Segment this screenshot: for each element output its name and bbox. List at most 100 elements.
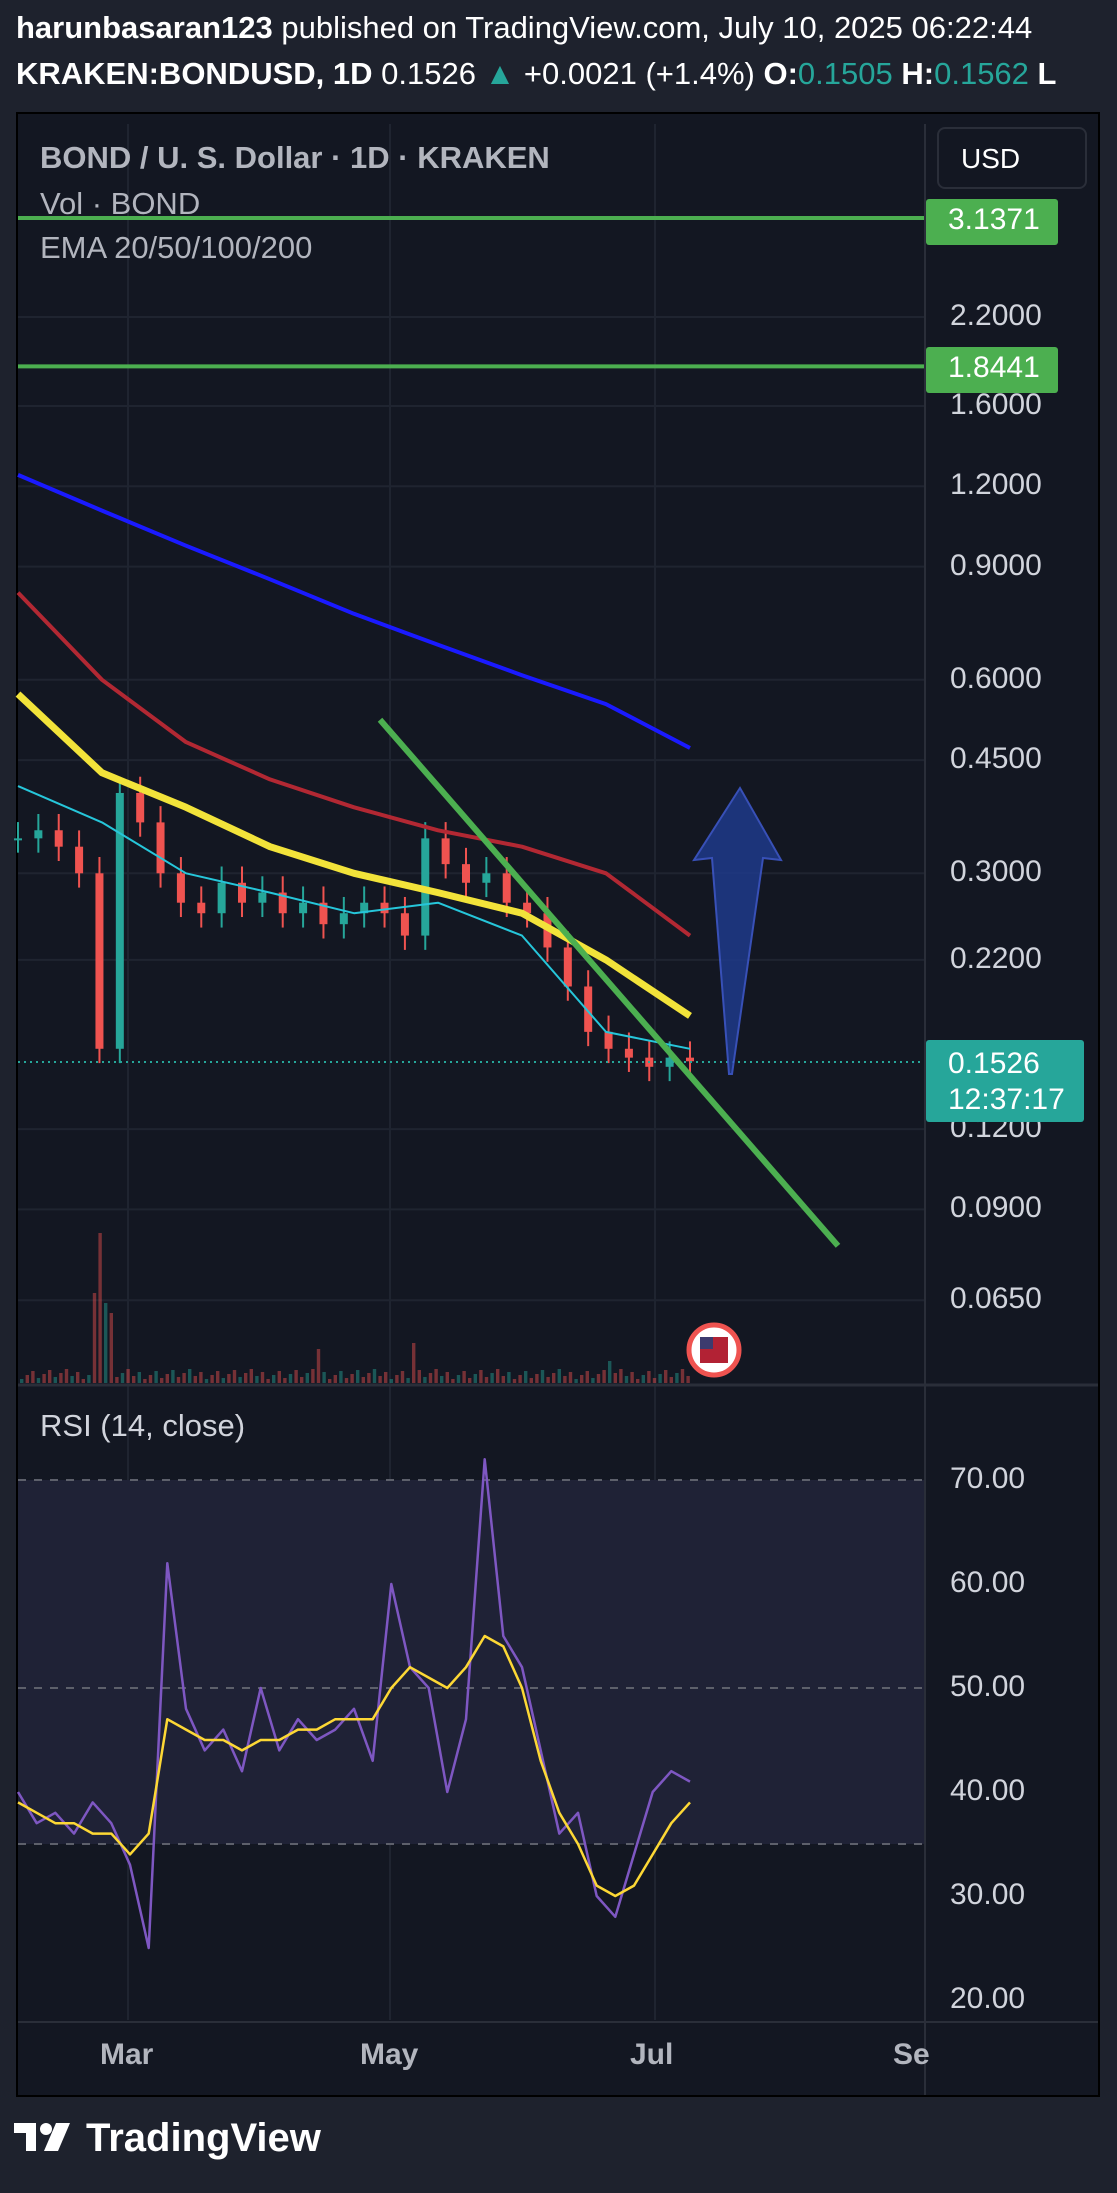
volume-bar-2 [31, 1371, 35, 1383]
candle-body-6 [136, 792, 145, 823]
volume-bar-74 [434, 1369, 438, 1383]
volume-bar-102 [591, 1378, 595, 1383]
candle-body-1 [34, 830, 43, 839]
volume-bar-64 [378, 1376, 382, 1383]
volume-bar-36 [221, 1378, 225, 1383]
volume-bar-38 [232, 1370, 237, 1383]
volume-bar-115 [664, 1370, 668, 1383]
price-tick-10: 0.0650 [950, 1282, 1042, 1316]
volume-bar-7 [59, 1373, 63, 1383]
volume-bar-83 [484, 1377, 489, 1383]
volume-bar-31 [193, 1376, 197, 1383]
time-tick-2: Jul [630, 2038, 674, 2071]
ema100-line [16, 591, 692, 938]
up-arrow-icon [692, 786, 783, 1075]
volume-bar-17 [115, 1377, 119, 1383]
volume-bar-90 [524, 1371, 528, 1383]
candle-body-7 [156, 822, 165, 874]
volume-bar-4 [42, 1374, 46, 1383]
volume-bar-89 [518, 1375, 522, 1383]
volume-bar-71 [417, 1370, 421, 1383]
volume-bar-28 [176, 1377, 181, 1383]
volume-bar-95 [552, 1373, 556, 1383]
price-tick-1: 1.6000 [950, 387, 1042, 421]
volume-bar-103 [596, 1374, 601, 1383]
volume-bar-58 [344, 1378, 349, 1383]
candle-body-28 [584, 986, 593, 1032]
candle-body-17 [360, 902, 369, 914]
volume-bar-16 [109, 1313, 113, 1383]
open-label: O: [763, 56, 798, 91]
tradingview-logo[interactable]: TradingView [14, 2116, 321, 2163]
downtrend-line [377, 717, 841, 1248]
volume-bar-40 [244, 1373, 248, 1383]
volume-bar-85 [496, 1369, 500, 1383]
publish-info: harunbasaran123 published on TradingView… [16, 10, 1032, 46]
volume-bar-106 [613, 1373, 617, 1383]
candle-body-10 [217, 882, 226, 914]
volume-bar-68 [400, 1371, 405, 1383]
volume-bar-114 [658, 1374, 662, 1383]
volume-bar-59 [350, 1374, 354, 1383]
volume-bar-118 [680, 1369, 685, 1383]
volume-bar-6 [53, 1377, 57, 1383]
volume-bar-53 [316, 1349, 321, 1383]
volume-bar-113 [652, 1378, 657, 1383]
price-tick-6: 0.3000 [950, 855, 1042, 889]
volume-bar-46 [277, 1371, 281, 1383]
volume-bar-86 [501, 1376, 505, 1383]
currency-button[interactable]: USD [937, 127, 1087, 189]
author-name[interactable]: harunbasaran123 [16, 10, 273, 45]
candle-body-0 [14, 838, 22, 841]
rsi-tick-2: 50.00 [950, 1670, 1026, 1703]
volume-bar-70 [412, 1343, 416, 1383]
candle-body-8 [176, 873, 185, 903]
volume-bar-75 [440, 1376, 444, 1383]
volume-bar-18 [120, 1373, 125, 1383]
volume-bar-108 [624, 1376, 629, 1383]
volume-bar-62 [367, 1373, 371, 1383]
rsi-ma-line [17, 1634, 691, 1898]
volume-bar-105 [608, 1361, 612, 1383]
candle-body-22 [462, 864, 470, 883]
candle-body-3 [75, 846, 84, 874]
ema200-line [17, 473, 691, 750]
rsi-tick-4: 30.00 [950, 1878, 1026, 1911]
time-tick-0: Mar [100, 2038, 154, 2071]
volume-bar-43 [260, 1372, 265, 1383]
rsi-tick-5: 20.00 [950, 1982, 1026, 2015]
volume-bar-98 [568, 1372, 573, 1383]
volume-bar-66 [389, 1379, 393, 1383]
volume-bar-26 [165, 1374, 169, 1383]
candle-body-4 [95, 873, 104, 1049]
volume-bar-14 [98, 1233, 102, 1383]
volume-bar-52 [311, 1369, 315, 1383]
price-tick-4: 0.6000 [950, 661, 1042, 695]
candle-body-21 [441, 838, 450, 865]
up-triangle-icon: ▲ [484, 56, 516, 91]
volume-bar-30 [188, 1369, 192, 1383]
volume-bar-82 [479, 1370, 483, 1383]
rsi-legend: RSI (14, close) [40, 1408, 246, 1443]
candle-body-12 [258, 892, 267, 903]
price-change: +0.0021 (+1.4%) [523, 56, 755, 91]
candle-body-5 [115, 792, 124, 1049]
volume-bar-20 [132, 1376, 136, 1383]
volume-bar-33 [204, 1379, 209, 1383]
volume-bar-91 [529, 1378, 533, 1383]
time-tick-1: May [360, 2038, 419, 2071]
volume-bar-1 [25, 1375, 29, 1383]
volume-bar-49 [294, 1370, 298, 1383]
candle-body-27 [563, 947, 572, 987]
price-tick-9: 0.0900 [950, 1191, 1042, 1225]
price-tick-7: 0.2200 [950, 941, 1042, 975]
volume-bar-42 [255, 1376, 259, 1383]
tv-logo-icon [14, 2118, 78, 2163]
volume-bar-19 [126, 1369, 130, 1383]
volume-bar-109 [630, 1372, 634, 1383]
volume-bar-24 [154, 1371, 158, 1383]
volume-bar-93 [540, 1370, 545, 1383]
volume-bar-80 [468, 1378, 472, 1383]
volume-bar-117 [675, 1373, 679, 1383]
